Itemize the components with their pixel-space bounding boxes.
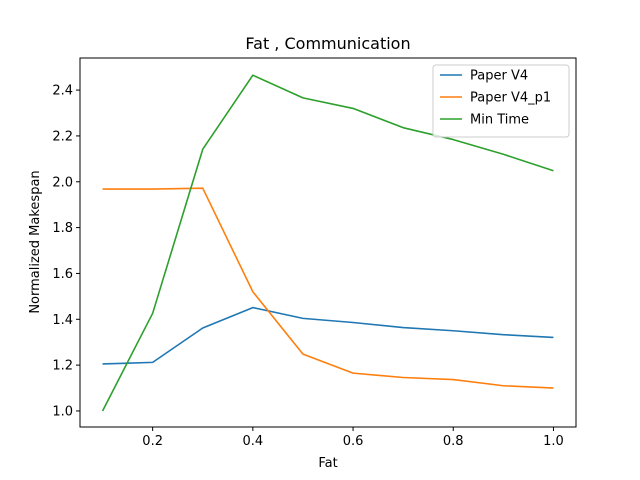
y-axis-title: Normalized Makespan — [28, 170, 43, 313]
y-tick-label: 2.0 — [52, 175, 73, 190]
x-tick-label: 0.6 — [343, 434, 364, 449]
y-tick-label: 1.0 — [52, 404, 73, 419]
legend-label: Paper V4 — [470, 69, 528, 84]
x-axis-title: Fat — [318, 456, 337, 471]
plot-area — [101, 74, 554, 412]
x-tick-label: 0.2 — [142, 434, 163, 449]
x-tick-label: 0.4 — [243, 434, 264, 449]
y-axis: 1.0 1.2 1.4 1.6 1.8 2.0 2.2 2.4 — [52, 84, 80, 419]
x-axis: 0.2 0.4 0.6 0.8 1.0 — [142, 427, 564, 449]
series-line-1 — [102, 187, 554, 389]
legend-label: Paper V4_p1 — [470, 91, 551, 106]
y-tick-label: 2.4 — [52, 84, 73, 99]
chart-title: Fat , Communication — [245, 34, 410, 53]
series-line-0 — [102, 306, 554, 365]
legend-box — [432, 64, 570, 138]
legend: Paper V4 Paper V4_p1 Min Time — [432, 64, 570, 138]
y-tick-label: 1.8 — [52, 221, 73, 236]
y-tick-label: 1.4 — [52, 313, 73, 328]
series-line-2 — [101, 74, 554, 412]
plot-frame — [79, 57, 577, 428]
x-tick-label: 1.0 — [543, 434, 564, 449]
y-tick-label: 1.2 — [52, 359, 73, 374]
legend-label: Min Time — [470, 113, 529, 128]
x-tick-label: 0.8 — [443, 434, 464, 449]
y-tick-label: 1.6 — [52, 267, 73, 282]
y-tick-label: 2.2 — [52, 129, 73, 144]
